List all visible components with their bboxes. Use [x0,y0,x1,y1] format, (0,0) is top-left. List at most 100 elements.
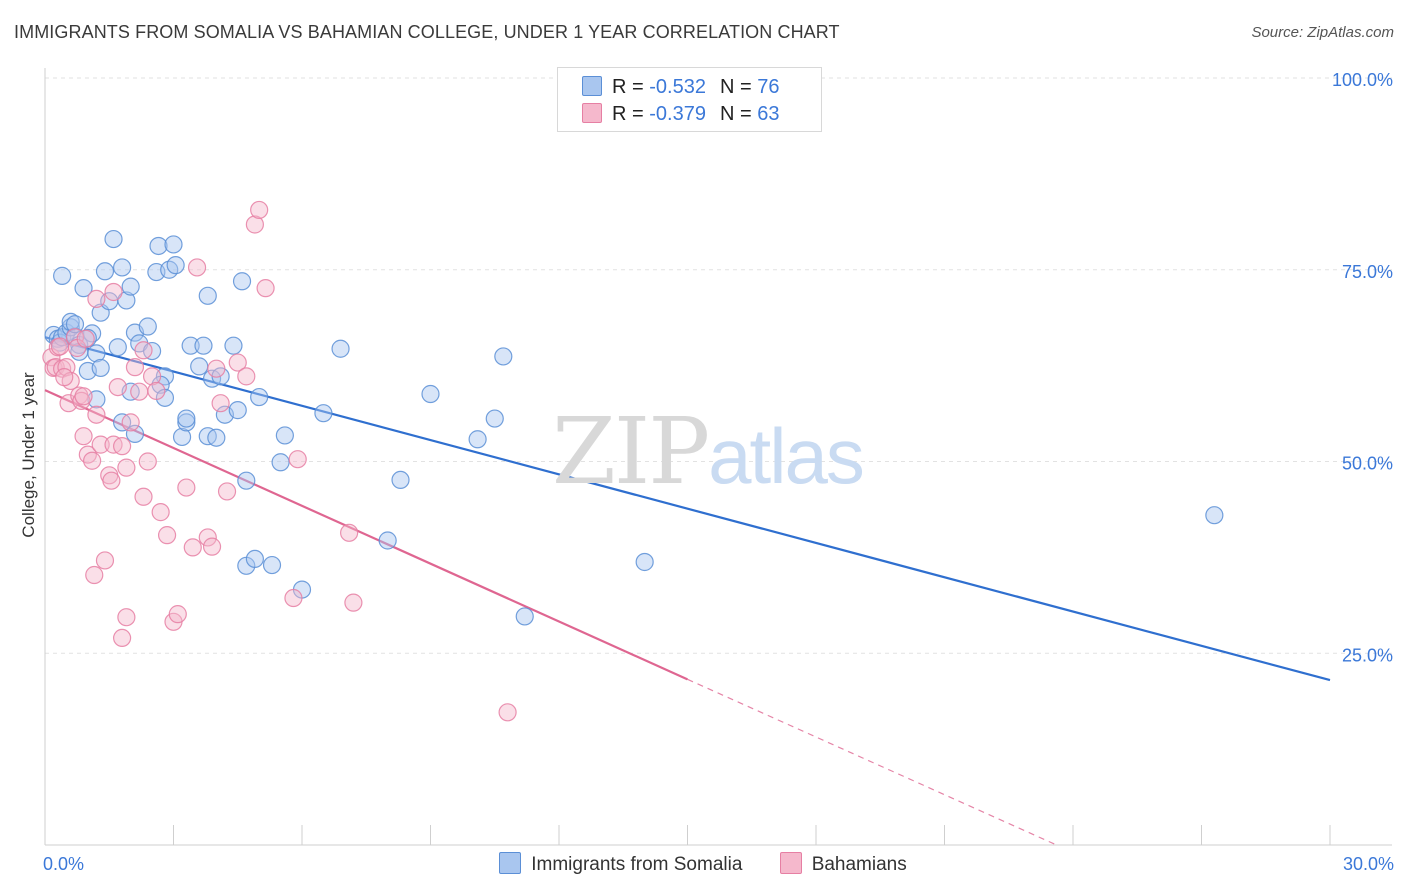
legend-item-bahamian[interactable]: Bahamians [779,852,907,876]
bahamian-point [117,458,136,477]
bahamian-point [134,341,153,360]
somalia-point [1205,506,1224,525]
somalia-point [181,336,200,355]
somalia-point [190,357,209,376]
bahamian-swatch [582,103,602,123]
somalia-point [515,607,534,626]
bahamian-point [108,378,127,397]
bahamian-point [151,503,170,522]
somalia-legend-swatch [499,852,522,874]
somalia-point [485,409,504,428]
source-credit: Source: ZipAtlas.com [1251,24,1394,41]
bahamian-point [245,215,264,234]
somalia-n-value: 76 [757,76,780,98]
bahamian-r-value: -0.379 [649,103,706,125]
bahamian-point [177,478,196,497]
somalia-point [275,426,294,445]
somalia-point [232,272,252,291]
somalia-point [635,552,654,572]
somalia-point [314,404,333,423]
somalia-point [125,424,145,443]
bahamian-point [85,565,104,585]
series-legend: Immigrants from Somalia Bahamians [0,852,1406,876]
somalia-point [177,409,196,428]
somalia-point [194,336,213,355]
bahamian-point [112,437,132,456]
somalia-point [104,229,123,249]
bahamian-n-value: 63 [757,103,780,125]
y-tick-label: 75.0% [1342,262,1393,282]
bahamian-point [202,537,222,556]
bahamian-point [55,368,74,387]
y-tick-label: 100.0% [1332,70,1393,90]
bahamian-trend-extension [687,678,1057,846]
legend-item-somalia[interactable]: Immigrants from Somalia [499,852,742,876]
watermark: ZIPatlas [552,398,865,505]
somalia-point [91,358,110,378]
bahamian-point [102,471,121,490]
somalia-point [117,291,136,310]
bahamian-point [74,427,93,446]
bahamian-point [340,523,359,542]
bahamian-point [117,608,136,627]
somalia-n-label: N = [719,76,758,98]
somalia-point [228,401,247,420]
somalia-point [160,260,179,279]
trend-lines [44,336,1331,846]
bahamian-point [76,329,95,348]
watermark-atlas: atlas [708,412,865,500]
bahamian-point [74,387,93,406]
somalia-r-label: R = [612,76,650,98]
bahamian-point [344,593,363,612]
legend-row-bahamian: R = -0.379 N = 63 [582,103,779,126]
axes [44,68,1392,846]
tick-labels: 100.0% 75.0% 50.0% 25.0% 0.0% 30.0% [43,70,1394,874]
y-tick-label: 50.0% [1342,454,1393,474]
somalia-point [198,286,217,305]
somalia-legend-label: Immigrants from Somalia [531,854,743,875]
bahamian-point [83,451,102,470]
bahamian-point [95,551,115,570]
bahamian-point [256,279,275,298]
somalia-trend-line [44,336,1331,682]
somalia-point [271,453,290,472]
bahamian-point [87,289,106,308]
bahamian-point [142,367,162,386]
bahamian-point [183,538,202,557]
somalia-point [166,256,185,275]
bahamian-r-label: R = [612,103,650,125]
bahamian-point [147,381,166,401]
bahamian-point [130,382,149,401]
somalia-point [245,549,264,569]
somalia-point [149,236,168,256]
chart-title: IMMIGRANTS FROM SOMALIA VS BAHAMIAN COLL… [14,22,840,42]
y-tick-label: 25.0% [1342,645,1393,665]
watermark-zip: ZIP [552,398,710,505]
bahamian-point [157,526,177,545]
bahamian-point [187,258,207,277]
somalia-point [164,235,183,254]
somalia-point [112,258,132,277]
x-tick-label: 0.0% [43,854,84,874]
bahamian-point [237,367,256,386]
data-points [42,200,1224,722]
bahamian-point [104,282,123,302]
bahamian-point [498,703,517,722]
somalia-point [177,413,196,432]
bahamian-trend-line [44,389,688,681]
somalia-point [155,367,175,386]
somalia-point [65,315,85,334]
somalia-point [391,470,410,490]
bahamian-point [284,588,303,608]
bahamian-point [207,359,226,378]
somalia-swatch [582,76,602,96]
bahamian-point [91,435,110,454]
somalia-point [95,262,115,281]
somalia-point [421,384,440,404]
stats-legend: R = -0.532 N = 76 R = -0.379 N = 63 [557,67,822,132]
somalia-point [53,266,72,285]
somalia-point [331,339,350,358]
bahamian-legend-label: Bahamians [811,854,907,875]
bahamian-legend-swatch [779,852,802,874]
